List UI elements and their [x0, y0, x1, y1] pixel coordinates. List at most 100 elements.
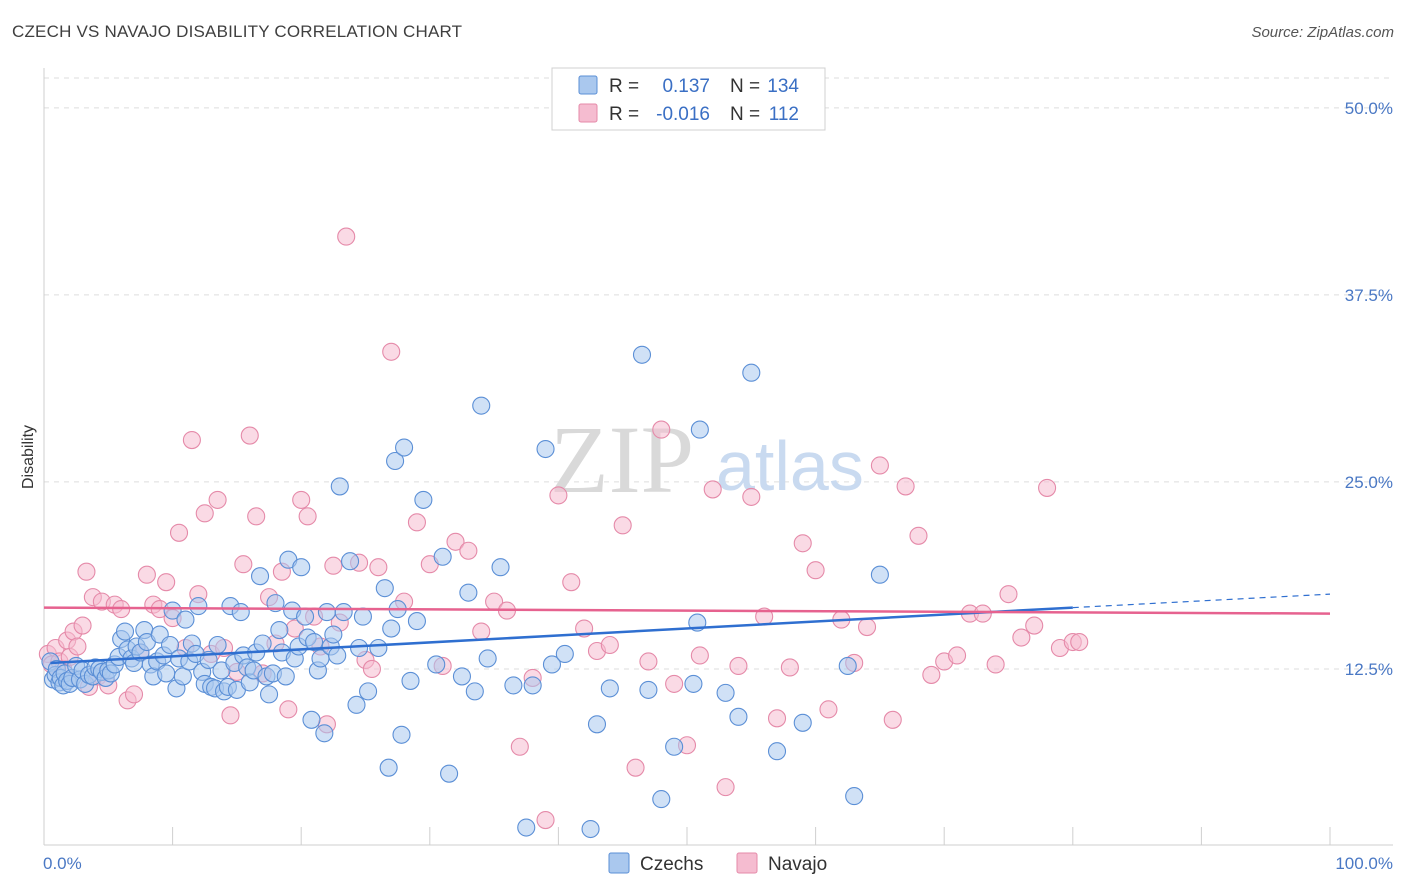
- navajo-point-105: [999, 585, 1018, 604]
- x-tick-label-left: 0.0%: [43, 854, 82, 873]
- bottom-legend-swatch-navajo: [736, 852, 758, 874]
- czechs-trend-extension: [1072, 593, 1331, 609]
- czechs-point-26: [115, 622, 135, 641]
- navajo-points: [38, 227, 1089, 830]
- navajo-point-67: [510, 737, 529, 756]
- navajo-point-83: [716, 778, 735, 797]
- czechs-point-81: [292, 558, 311, 577]
- navajo-point-104: [986, 655, 1005, 674]
- navajo-point-50: [324, 556, 343, 575]
- navajo-point-111: [1070, 632, 1089, 652]
- czechs-point-74: [270, 620, 289, 640]
- navajo-point-90: [806, 561, 825, 580]
- navajo-point-57: [382, 342, 401, 361]
- czechs-point-137: [742, 363, 761, 382]
- navajo-point-95: [870, 456, 889, 475]
- legend-n-label-czechs: N =: [730, 76, 760, 97]
- legend-n-value-navajo: 112: [769, 104, 799, 125]
- czechs-point-138: [729, 707, 748, 726]
- czechs-point-114: [452, 667, 472, 686]
- czechs-point-94: [334, 603, 353, 622]
- navajo-point-81: [690, 646, 709, 665]
- navajo-point-32: [208, 490, 227, 509]
- czechs-point-99: [359, 682, 378, 701]
- czechs-point-95: [341, 552, 360, 571]
- navajo-point-85: [742, 487, 761, 506]
- czechs-point-49: [189, 597, 208, 616]
- czechs-point-100: [369, 638, 388, 658]
- navajo-point-77: [639, 652, 658, 671]
- czechs-point-101: [375, 579, 394, 598]
- czechs-point-128: [600, 679, 619, 698]
- watermark: ZIP atlas: [550, 406, 864, 513]
- bottom-legend-label-czechs: Czechs: [640, 854, 703, 875]
- navajo-point-70: [549, 486, 568, 505]
- navajo-point-76: [626, 758, 645, 777]
- trend-lines: [43, 593, 1331, 665]
- czechs-point-140: [793, 713, 812, 732]
- y-tick-label-1: 25.0%: [1345, 473, 1393, 492]
- navajo-point-55: [362, 659, 381, 678]
- navajo-point-24: [157, 573, 176, 592]
- navajo-point-10: [77, 562, 96, 581]
- navajo-point-91: [819, 700, 838, 719]
- czechs-point-130: [639, 680, 658, 699]
- navajo-point-108: [1038, 478, 1057, 497]
- czechs-point-106: [392, 725, 411, 744]
- czechs-point-119: [491, 558, 510, 577]
- czechs-point-141: [838, 656, 857, 676]
- bottom-legend-swatch-czechs: [608, 852, 630, 874]
- czechs-point-122: [523, 676, 542, 695]
- navajo-point-97: [896, 477, 915, 496]
- czechs-point-110: [414, 490, 433, 509]
- navajo-point-101: [948, 646, 967, 665]
- czechs-point-39: [157, 664, 176, 683]
- navajo-point-34: [221, 706, 240, 725]
- navajo-point-36: [234, 555, 253, 574]
- czechs-point-139: [767, 742, 787, 761]
- czechs-point-73: [266, 594, 285, 613]
- legend-n-label-navajo: N =: [730, 104, 760, 125]
- czechs-point-127: [587, 715, 607, 734]
- navajo-point-78: [652, 420, 671, 439]
- bottom-legend: Czechs Navajo: [608, 852, 827, 875]
- czechs-point-108: [401, 671, 420, 690]
- watermark-atlas: atlas: [716, 427, 864, 505]
- navajo-point-62: [446, 532, 465, 551]
- czechs-point-104: [386, 451, 405, 471]
- navajo-point-74: [600, 635, 619, 655]
- czechs-point-136: [716, 683, 735, 702]
- czechs-point-68: [250, 567, 270, 586]
- navajo-point-46: [298, 507, 317, 526]
- czechs-point-40: [160, 635, 180, 655]
- navajo-point-84: [729, 656, 748, 676]
- czechs-point-82: [296, 607, 315, 626]
- czechs-point-102: [379, 758, 398, 777]
- navajo-point-69: [536, 810, 555, 830]
- legend-r-value-czechs: 0.137: [662, 76, 710, 97]
- czechs-point-103: [382, 619, 401, 638]
- czechs-point-116: [465, 682, 484, 701]
- czechs-point-45: [176, 610, 195, 629]
- navajo-point-38: [247, 507, 266, 526]
- navajo-point-64: [472, 622, 491, 641]
- czechs-point-55: [208, 635, 227, 655]
- czechs-point-132: [665, 737, 684, 756]
- navajo-point-56: [369, 558, 388, 577]
- czechs-point-115: [459, 583, 478, 602]
- navajo-point-79: [665, 674, 684, 693]
- czechs-point-142: [845, 787, 864, 806]
- czechs-point-96: [347, 695, 366, 714]
- chart-source: Source: ZipAtlas.com: [1251, 24, 1394, 41]
- legend-r-label-navajo: R =: [609, 104, 639, 125]
- navajo-point-19: [124, 685, 144, 704]
- czechs-point-124: [542, 655, 562, 674]
- navajo-point-96: [883, 710, 902, 729]
- navajo-point-71: [562, 573, 581, 592]
- navajo-point-98: [909, 526, 928, 545]
- navajo-point-9: [73, 616, 92, 635]
- y-axis-label: Disability: [20, 425, 37, 489]
- czechs-point-91: [324, 625, 343, 644]
- czechs-point-69: [253, 634, 272, 653]
